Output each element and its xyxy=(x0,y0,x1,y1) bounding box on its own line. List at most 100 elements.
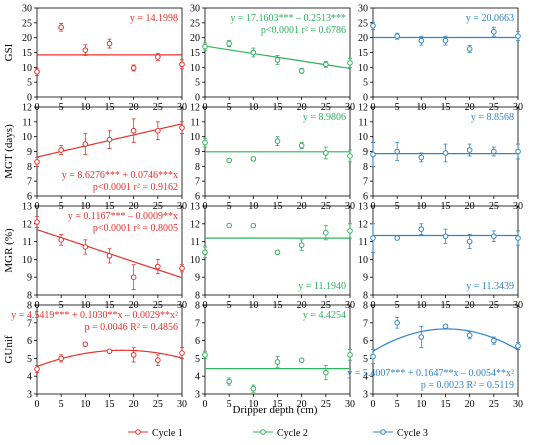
x-tick-label: 20 xyxy=(129,399,139,410)
marker xyxy=(155,127,161,134)
marker xyxy=(106,40,113,47)
marker xyxy=(298,68,305,74)
y-tick-label: 5 xyxy=(363,354,368,365)
data-point xyxy=(34,216,40,228)
y-tick-label: 5 xyxy=(27,354,32,365)
data-point xyxy=(323,61,329,68)
data-point xyxy=(226,40,232,47)
marker xyxy=(394,33,400,39)
data-point xyxy=(130,64,137,72)
x-tick-label: 5 xyxy=(395,399,400,410)
marker xyxy=(179,61,185,68)
y-tick-label: 6 xyxy=(195,192,200,203)
data-point xyxy=(515,143,521,160)
y-tick-label: 7 xyxy=(363,177,368,188)
data-point xyxy=(394,142,400,161)
y-tick-label: 15 xyxy=(358,48,368,59)
equation-text: y = 17.1603*** – 0.2513*** xyxy=(230,13,346,24)
y-tick-label: 12 xyxy=(358,103,368,114)
marker xyxy=(442,233,449,240)
data-point xyxy=(250,156,257,162)
marker xyxy=(323,61,329,68)
x-tick-label: 10 xyxy=(416,201,426,212)
marker xyxy=(347,153,353,159)
x-tick-label: 5 xyxy=(227,300,232,311)
y-tick-label: 8 xyxy=(27,291,32,302)
marker xyxy=(274,138,281,144)
data-point xyxy=(155,258,161,275)
data-point xyxy=(370,223,376,253)
marker xyxy=(515,235,521,241)
y-tick-label: 10 xyxy=(190,132,200,143)
data-point xyxy=(418,35,425,46)
marker xyxy=(491,337,497,344)
marker xyxy=(442,37,449,44)
y-tick-label: 20 xyxy=(190,33,200,44)
marker xyxy=(106,253,113,259)
y-tick-label: 8 xyxy=(363,162,368,173)
marker xyxy=(34,366,40,372)
x-tick-label: 15 xyxy=(441,201,451,212)
marker xyxy=(323,229,329,236)
y-tick-label: 8 xyxy=(27,162,32,173)
data-point xyxy=(442,228,449,244)
y-tick-label: 12 xyxy=(190,103,200,114)
y-tick-label: 5 xyxy=(195,78,200,89)
data-point xyxy=(515,31,521,42)
marker xyxy=(298,142,305,149)
marker xyxy=(274,359,281,365)
marker xyxy=(82,341,89,347)
data-point xyxy=(179,264,185,273)
equation-text: y = 11.1940 xyxy=(298,281,346,292)
y-tick-label: 6 xyxy=(27,336,32,347)
data-point xyxy=(418,325,425,349)
data-point xyxy=(323,225,329,241)
marker xyxy=(130,352,137,358)
y-tick-label: 8 xyxy=(363,301,368,312)
y-tick-label: 11 xyxy=(190,117,200,128)
data-point xyxy=(274,356,281,368)
legend-label: Cycle 3 xyxy=(397,428,428,439)
marker xyxy=(202,249,208,256)
data-point xyxy=(418,152,425,163)
y-tick-label: 30 xyxy=(22,4,32,15)
marker xyxy=(418,226,425,232)
marker xyxy=(370,151,376,158)
x-tick-label: 30 xyxy=(513,399,523,410)
data-point xyxy=(491,146,497,157)
y-tick-label: 10 xyxy=(22,63,32,74)
data-point xyxy=(515,341,521,350)
y-tick-label: 7 xyxy=(27,177,32,188)
y-tick-label: 5 xyxy=(27,78,32,89)
y-tick-label: 25 xyxy=(190,18,200,29)
marker xyxy=(34,68,40,75)
equation-text: y = 11.3439 xyxy=(466,281,514,292)
x-tick-label: 10 xyxy=(80,102,90,113)
equation-text: y = 0.1167*** – 0.0009**x xyxy=(68,211,178,222)
x-tick-label: 25 xyxy=(321,399,331,410)
data-point xyxy=(202,137,208,148)
x-tick-label: 5 xyxy=(59,102,64,113)
y-tick-label: 9 xyxy=(27,273,32,284)
y-tick-label: 10 xyxy=(358,63,368,74)
y-tick-label: 10 xyxy=(358,132,368,143)
equation-text: p<0.0001 r² = 0.9162 xyxy=(93,182,178,193)
marker xyxy=(82,141,89,147)
marker xyxy=(323,369,329,376)
data-point xyxy=(394,32,400,40)
data-point xyxy=(491,26,497,37)
marker xyxy=(491,233,497,240)
equation-text: y = 14.1998 xyxy=(130,13,178,24)
marker xyxy=(58,355,64,362)
legend-label: Cycle 1 xyxy=(152,428,183,439)
x-tick-label: 5 xyxy=(395,102,400,113)
y-tick-label: 30 xyxy=(358,4,368,15)
marker xyxy=(466,147,473,153)
y-tick-label: 6 xyxy=(195,336,200,347)
x-tick-label: 0 xyxy=(371,399,376,410)
x-tick-label: 15 xyxy=(273,201,283,212)
